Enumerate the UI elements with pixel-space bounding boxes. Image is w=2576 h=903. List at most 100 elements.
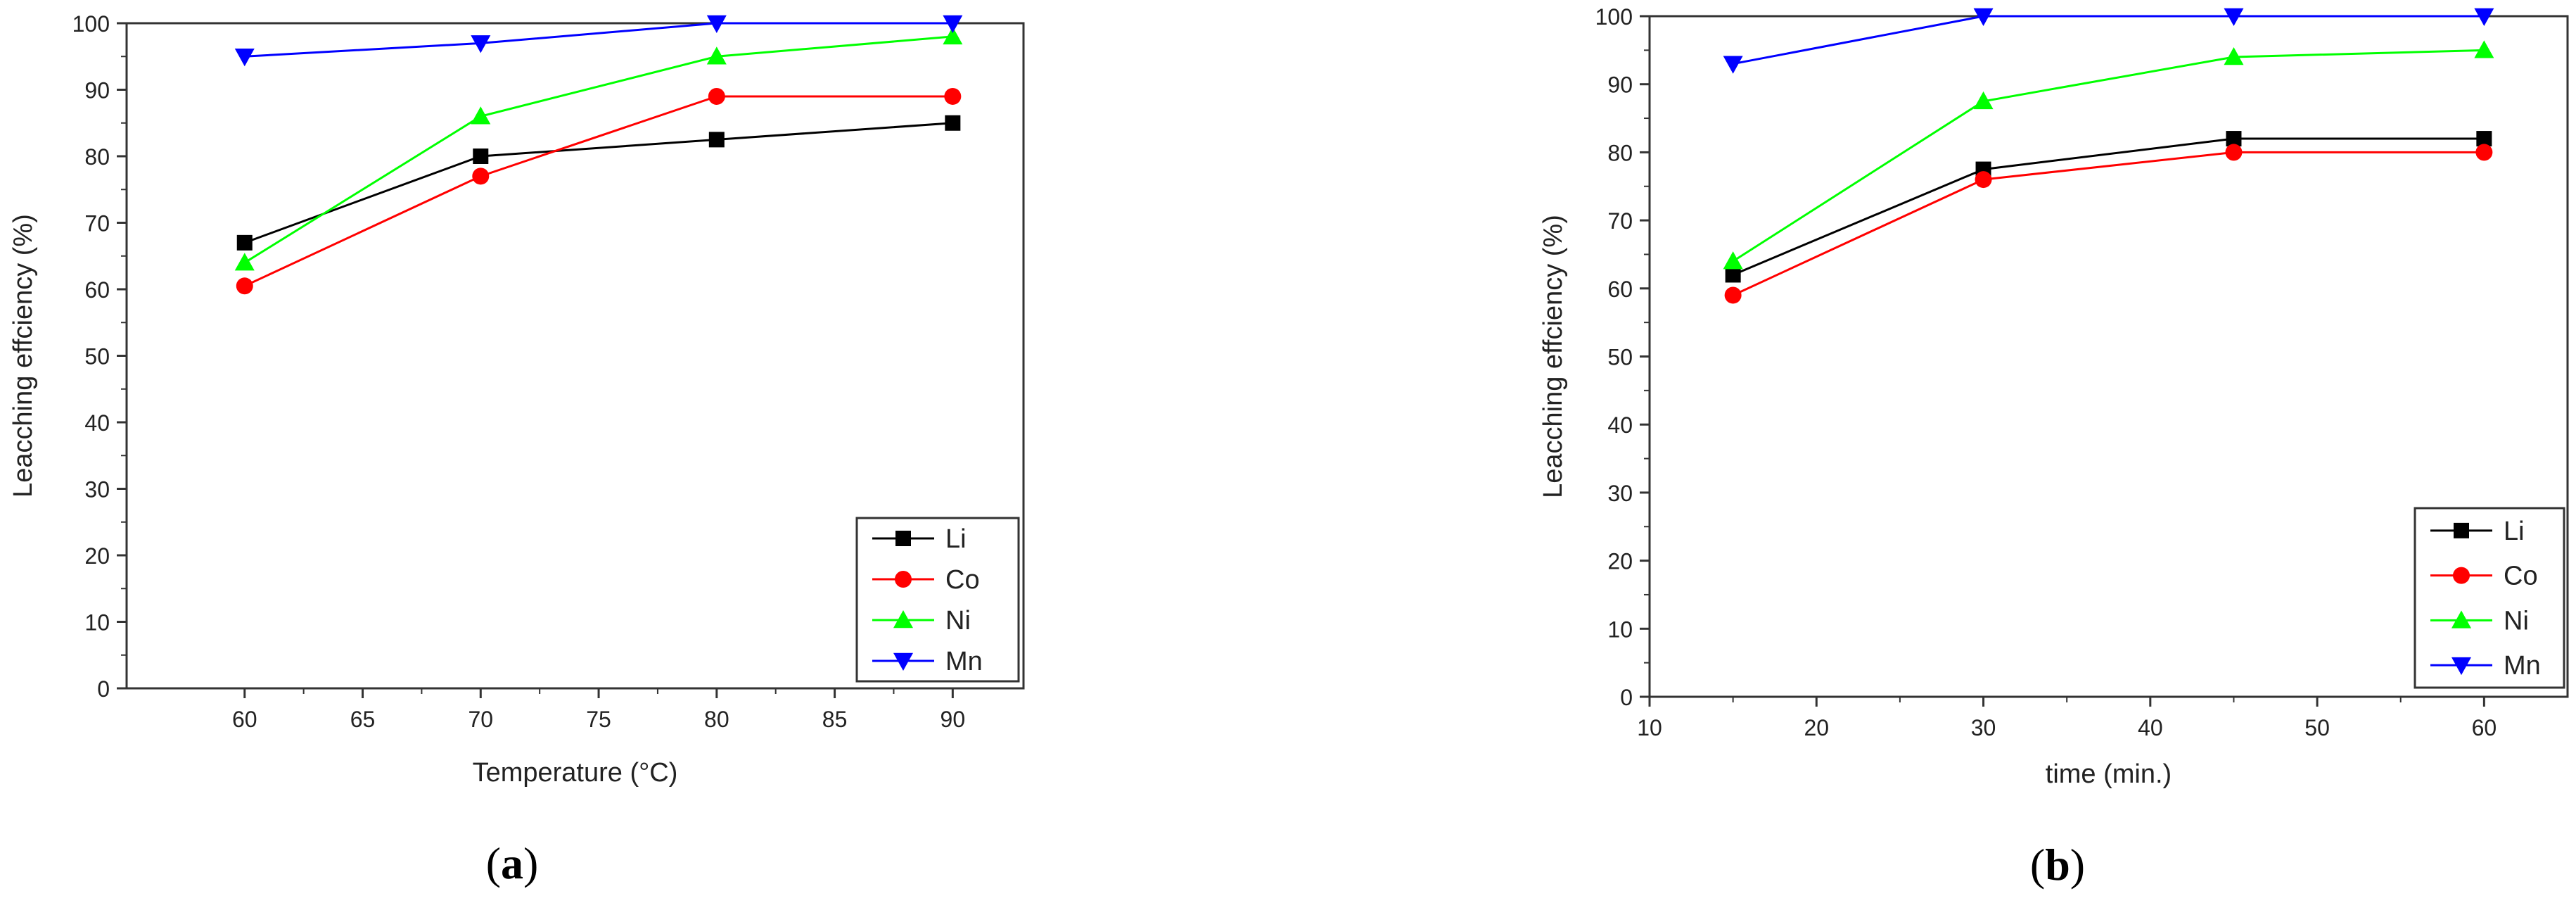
y-tick-label: 60: [1607, 277, 1633, 302]
y-tick-label: 90: [1607, 72, 1633, 98]
data-point-ni: [1973, 91, 1994, 110]
data-point-li: [473, 149, 489, 164]
legend-marker: [2451, 657, 2471, 676]
x-tick-label: 20: [1804, 715, 1829, 740]
legend-marker: [893, 652, 913, 671]
series-line-co: [1733, 151, 2485, 296]
legend-marker: [895, 571, 912, 588]
y-tick-label: 50: [84, 344, 110, 370]
data-point-co: [944, 87, 962, 105]
legend-marker: [895, 531, 911, 546]
y-tick-label: 20: [1607, 549, 1633, 574]
chart-a: 0 10 20 30 40 50 60 70 80 90 100 60 65 70 75 80 85 90 Temp…: [8, 11, 1025, 888]
series-line-mn: [1733, 15, 2485, 65]
y-tick-label: 100: [1595, 4, 1633, 30]
data-point-mn: [234, 49, 255, 67]
y-tick-label: 0: [1620, 685, 1633, 710]
data-point-li: [2226, 131, 2242, 147]
x-tick-label: 40: [2138, 715, 2163, 740]
data-point-li: [708, 132, 725, 148]
y-tick-label: 50: [1607, 345, 1633, 370]
series-line-li: [244, 122, 953, 244]
data-point-co: [472, 168, 490, 185]
x-tick-label: 60: [232, 707, 257, 732]
data-point-co: [2475, 144, 2493, 161]
data-point-mn: [706, 15, 727, 33]
x-tick-label: 30: [1971, 715, 1996, 740]
series-line-li: [1733, 137, 2485, 276]
series-line-ni: [243, 35, 953, 264]
y-tick-label: 10: [1607, 617, 1633, 642]
legend: Li Co Ni Mn: [2414, 507, 2565, 689]
panel-label: (b): [2030, 840, 2085, 890]
y-axis-label: Leacching effciency (%): [1538, 215, 1568, 498]
data-point-co: [708, 87, 725, 105]
x-tick-label: 10: [1637, 715, 1662, 740]
data-point-ni: [1723, 251, 1743, 270]
y-tick-label: 30: [84, 477, 110, 503]
y-tick-label: 0: [97, 676, 110, 702]
legend-marker: [2454, 522, 2469, 538]
x-tick-label: 80: [704, 707, 729, 732]
data-point-mn: [1723, 56, 1743, 74]
data-point-ni: [2224, 47, 2244, 65]
y-tick-label: 20: [84, 543, 110, 569]
legend-label: Li: [945, 524, 967, 554]
y-tick-label: 70: [1607, 208, 1633, 234]
legend-label: Mn: [945, 647, 983, 676]
legend-label: Ni: [2504, 606, 2529, 636]
legend-marker: [2453, 567, 2470, 584]
legend-marker: [893, 610, 913, 629]
data-point-co: [1975, 171, 1992, 189]
data-point-li: [945, 115, 961, 131]
series-line-co: [244, 95, 953, 287]
legend: Li Co Ni Mn: [855, 517, 1020, 683]
data-point-li: [2476, 131, 2492, 147]
y-tick-label: 90: [84, 78, 110, 103]
y-tick-label: 70: [84, 211, 110, 236]
x-tick-label: 70: [468, 707, 493, 732]
data-point-mn: [471, 35, 491, 53]
data-point-mn: [2224, 8, 2244, 27]
data-point-ni: [943, 26, 963, 45]
legend-label: Li: [2504, 517, 2525, 546]
data-point-li: [236, 234, 253, 251]
data-point-co: [1724, 286, 1742, 304]
y-tick-label: 60: [84, 277, 110, 303]
data-point-ni: [471, 106, 491, 125]
y-tick-label: 10: [84, 610, 110, 636]
x-tick-label: 75: [586, 707, 611, 732]
x-axis-label: time (min.): [2046, 759, 2172, 789]
data-point-co: [236, 277, 253, 295]
y-axis-label: Leacching effciency (%): [8, 214, 38, 498]
legend-label: Co: [2504, 562, 2538, 591]
x-tick-label: 60: [2472, 715, 2497, 740]
legend-label: Mn: [2504, 651, 2541, 681]
y-tick-label: 30: [1607, 481, 1633, 506]
x-axis-label: Temperature (°C): [473, 758, 678, 788]
x-tick-label: 50: [2304, 715, 2330, 740]
y-tick-label: 100: [72, 11, 110, 37]
x-tick-label: 65: [350, 707, 376, 732]
legend-label: Ni: [945, 606, 971, 636]
panel-label: (a): [486, 838, 539, 888]
y-tick-label: 80: [84, 144, 110, 170]
data-point-ni: [706, 46, 727, 65]
legend-box: [2414, 507, 2565, 689]
legend-label: Co: [945, 565, 980, 595]
data-point-mn: [1973, 8, 1994, 27]
data-point-li: [1725, 267, 1741, 283]
data-point-mn: [2474, 8, 2494, 27]
x-tick-label: 85: [822, 707, 848, 732]
y-tick-label: 40: [1607, 412, 1633, 438]
series-line-mn: [244, 22, 953, 58]
legend-marker: [2451, 610, 2471, 629]
legend-box: [855, 517, 1020, 683]
series-line-ni: [1732, 49, 2485, 263]
data-point-ni: [234, 253, 255, 271]
x-tick-label: 90: [941, 707, 966, 732]
data-point-mn: [943, 15, 963, 33]
y-tick-label: 40: [84, 410, 110, 436]
